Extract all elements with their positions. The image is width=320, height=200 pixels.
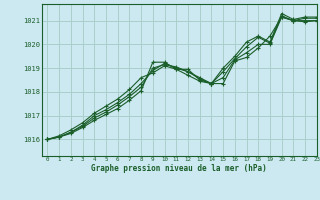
X-axis label: Graphe pression niveau de la mer (hPa): Graphe pression niveau de la mer (hPa) (91, 164, 267, 173)
